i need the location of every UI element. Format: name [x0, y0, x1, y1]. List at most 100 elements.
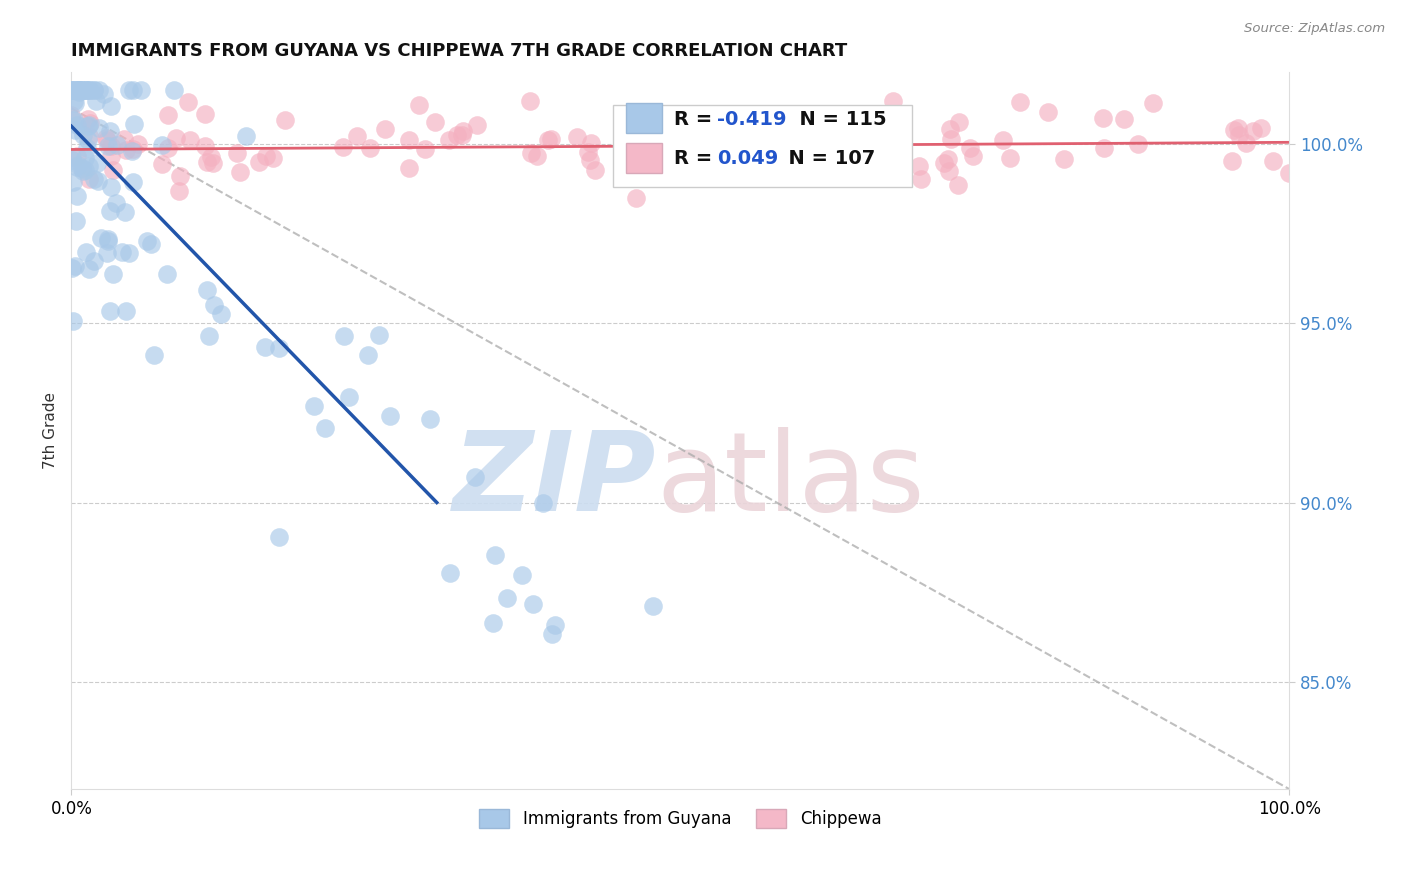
Point	[734, 138, 756, 153]
Legend: Immigrants from Guyana, Chippewa: Immigrants from Guyana, Chippewa	[472, 802, 889, 835]
FancyBboxPatch shape	[626, 103, 662, 134]
Point	[727, 160, 749, 174]
Point	[332, 140, 354, 154]
Point	[643, 599, 665, 613]
Point	[938, 164, 960, 178]
FancyBboxPatch shape	[626, 143, 662, 173]
Point	[77, 133, 100, 147]
Point	[67, 83, 90, 97]
Point	[1227, 128, 1250, 142]
Point	[626, 191, 648, 205]
Point	[779, 160, 801, 174]
Point	[197, 283, 219, 297]
Point	[522, 598, 544, 612]
Point	[97, 234, 120, 248]
Point	[225, 146, 247, 161]
Point	[152, 157, 174, 171]
Point	[75, 83, 97, 97]
Point	[65, 118, 87, 132]
Point	[578, 153, 600, 168]
Point	[374, 121, 396, 136]
Point	[882, 148, 904, 162]
Point	[100, 99, 122, 113]
Point	[627, 125, 650, 139]
Point	[537, 133, 560, 147]
Point	[544, 618, 567, 632]
Point	[65, 189, 87, 203]
Point	[87, 83, 110, 97]
Point	[510, 568, 533, 582]
Point	[75, 151, 97, 165]
Text: -0.419: -0.419	[717, 110, 786, 128]
Point	[118, 246, 141, 260]
Point	[142, 348, 165, 362]
Point	[165, 130, 187, 145]
Point	[163, 83, 186, 97]
Point	[872, 143, 894, 157]
Point	[77, 83, 100, 97]
Point	[576, 145, 599, 160]
Point	[83, 172, 105, 186]
Point	[141, 237, 163, 252]
Point	[1036, 105, 1059, 120]
Point	[67, 83, 90, 97]
Point	[425, 115, 447, 129]
Point	[177, 95, 200, 109]
Point	[179, 133, 201, 147]
Point	[583, 162, 606, 177]
Point	[337, 390, 360, 404]
Point	[1250, 120, 1272, 135]
Point	[90, 231, 112, 245]
Point	[65, 83, 87, 97]
Point	[1092, 141, 1115, 155]
Point	[1220, 154, 1243, 169]
Point	[63, 259, 86, 273]
Point	[63, 95, 86, 110]
Point	[96, 133, 118, 147]
Point	[77, 119, 100, 133]
Point	[96, 139, 118, 153]
Point	[998, 151, 1021, 165]
Point	[98, 304, 121, 318]
Point	[60, 83, 83, 97]
Point	[72, 128, 94, 143]
Point	[235, 129, 257, 144]
Point	[86, 156, 108, 170]
Point	[156, 267, 179, 281]
Point	[948, 178, 970, 192]
Point	[413, 142, 436, 156]
Point	[84, 94, 107, 108]
Text: Source: ZipAtlas.com: Source: ZipAtlas.com	[1244, 22, 1385, 36]
Point	[700, 151, 723, 165]
Point	[495, 591, 517, 606]
Point	[202, 156, 225, 170]
Point	[76, 119, 98, 133]
Point	[114, 205, 136, 219]
Text: R =: R =	[675, 110, 720, 128]
Point	[939, 132, 962, 146]
Point	[136, 234, 159, 248]
Point	[209, 307, 232, 321]
Point	[100, 139, 122, 153]
Point	[274, 113, 297, 128]
Point	[948, 115, 970, 129]
Point	[98, 204, 121, 219]
Point	[70, 83, 93, 97]
Point	[695, 161, 717, 175]
Point	[96, 245, 118, 260]
Point	[105, 138, 128, 153]
Point	[60, 150, 83, 164]
Point	[194, 106, 217, 120]
Point	[640, 128, 662, 142]
Point	[465, 119, 488, 133]
Point	[991, 132, 1014, 146]
Point	[122, 142, 145, 156]
Point	[314, 420, 336, 434]
Point	[332, 329, 354, 343]
Point	[200, 150, 222, 164]
Point	[408, 98, 430, 112]
Point	[70, 161, 93, 175]
Point	[97, 232, 120, 246]
Point	[72, 164, 94, 178]
Point	[481, 615, 503, 630]
